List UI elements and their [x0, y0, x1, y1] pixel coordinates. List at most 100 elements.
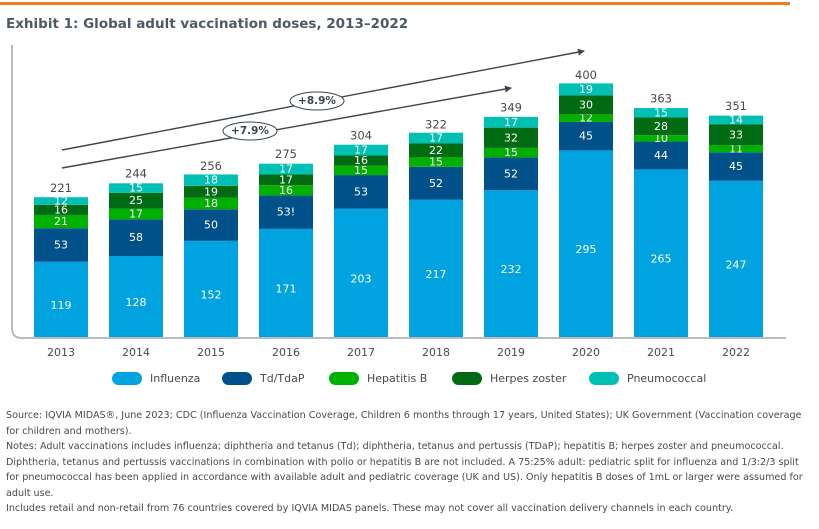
bar-segment-pneumococcal-2015	[184, 174, 238, 186]
bar-segment-herpes-zoster-2017	[334, 155, 388, 166]
cagr-arrow-lower: +7.9%	[61, 85, 512, 169]
segment-label-influenza-2017: 203	[351, 272, 372, 285]
bar-segment-td-tdap-2019	[484, 157, 538, 191]
x-tick-label-2017: 2017	[347, 346, 375, 359]
legend-swatch-influenza	[112, 372, 142, 385]
segment-label-pneumococcal-2016: 17	[279, 163, 293, 176]
bar-segment-hepatitis-b-2021	[634, 135, 688, 142]
legend-swatch-hepatitis-b	[329, 372, 359, 385]
bar-segment-pneumococcal-2017	[334, 144, 388, 156]
bar-segment-herpes-zoster-2020	[559, 95, 613, 115]
segment-label-hepatitis-b-2016: 16	[279, 184, 293, 197]
segment-label-herpes-zoster-2016: 17	[279, 173, 293, 186]
total-label-2019: 349	[500, 100, 522, 114]
x-tick-label-2013: 2013	[47, 346, 75, 359]
exhibit-title: Exhibit 1: Global adult vaccination dose…	[6, 16, 409, 32]
legend-swatch-pneumococcal	[589, 372, 619, 385]
cagr-arrow-upper: +8.9%	[61, 48, 585, 151]
bar-segment-hepatitis-b-2013	[34, 214, 88, 229]
segment-label-td-tdap-2015: 50	[204, 219, 218, 232]
legend-label-hepatitis-b: Hepatitis B	[367, 372, 428, 385]
segment-label-td-tdap-2014: 58	[129, 231, 143, 244]
segment-label-herpes-zoster-2018: 22	[429, 144, 443, 157]
cagr-label-lower: +7.9%	[231, 125, 269, 137]
total-label-2013: 221	[50, 181, 72, 195]
bar-segment-td-tdap-2020	[559, 121, 613, 151]
methodology-note: Notes: Adult vaccinations includes influ…	[6, 441, 803, 499]
x-tick-label-2015: 2015	[197, 346, 225, 359]
bar-segment-influenza-2018	[409, 199, 463, 337]
bar-segment-td-tdap-2016	[259, 195, 313, 229]
legend-swatch-herpes-zoster	[452, 372, 482, 385]
legend-label-herpes-zoster: Herpes zoster	[490, 372, 567, 385]
bar-segment-influenza-2016	[259, 228, 313, 337]
segment-label-herpes-zoster-2015: 19	[204, 185, 218, 198]
legend-item-hepatitis-b: Hepatitis B	[329, 372, 427, 385]
segment-label-herpes-zoster-2017: 16	[354, 154, 368, 167]
x-tick-label-2021: 2021	[647, 346, 675, 359]
segment-label-td-tdap-2021: 44	[654, 149, 668, 162]
bar-segment-influenza-2017	[334, 208, 388, 337]
total-label-2014: 244	[125, 167, 147, 181]
bar-segment-pneumococcal-2018	[409, 132, 463, 144]
bar-segment-hepatitis-b-2020	[559, 114, 613, 122]
segment-label-influenza-2015: 152	[201, 288, 222, 301]
bar-segment-herpes-zoster-2021	[634, 117, 688, 136]
segment-label-influenza-2016: 171	[276, 282, 297, 295]
legend-item-herpes-zoster: Herpes zoster	[452, 372, 566, 385]
segment-label-pneumococcal-2014: 15	[129, 182, 143, 195]
total-label-2021: 363	[650, 91, 672, 105]
segment-label-pneumococcal-2017: 17	[354, 144, 368, 157]
source-note: Source: IQVIA MIDAS®, June 2023; CDC (In…	[6, 410, 802, 437]
bar-segment-td-tdap-2015	[184, 209, 238, 241]
cagr-label-upper: +8.9%	[298, 95, 336, 107]
segment-label-hepatitis-b-2019: 15	[504, 146, 518, 159]
legend-label-pneumococcal: Pneumococcal	[627, 372, 707, 385]
bar-segment-td-tdap-2021	[634, 141, 688, 170]
bar-segment-herpes-zoster-2022	[709, 124, 763, 146]
x-tick-label-2014: 2014	[122, 346, 150, 359]
segment-label-influenza-2021: 265	[651, 253, 672, 266]
bar-segment-influenza-2019	[484, 190, 538, 337]
stacked-bar-chart: 11953211612128581725151525018191817153!1…	[11, 45, 786, 359]
segment-label-herpes-zoster-2014: 25	[129, 194, 143, 207]
segment-label-td-tdap-2019: 52	[504, 167, 518, 180]
segment-label-td-tdap-2013: 53	[54, 238, 68, 251]
segment-label-pneumococcal-2021: 15	[654, 106, 668, 119]
segment-label-pneumococcal-2019: 17	[504, 116, 518, 129]
bar-segment-pneumococcal-2021	[634, 108, 688, 118]
segment-label-pneumococcal-2015: 18	[204, 174, 218, 187]
bar-segment-influenza-2015	[184, 240, 238, 337]
segment-label-herpes-zoster-2020: 30	[579, 98, 593, 111]
segment-label-herpes-zoster-2019: 32	[504, 131, 518, 144]
bar-segment-pneumococcal-2019	[484, 116, 538, 128]
bar-segment-influenza-2022	[709, 180, 763, 337]
chart-legend: Influenza Td/TdaP Hepatitis B Herpes zos…	[0, 372, 819, 390]
bar-segment-herpes-zoster-2016	[259, 174, 313, 186]
segment-label-influenza-2013: 119	[51, 299, 72, 312]
bar-segment-influenza-2021	[634, 169, 688, 337]
bar-segment-hepatitis-b-2015	[184, 197, 238, 210]
segment-label-herpes-zoster-2022: 33	[729, 128, 743, 141]
segment-label-influenza-2020: 295	[576, 243, 597, 256]
cagr-line-lower	[61, 85, 512, 169]
segment-label-td-tdap-2016: 53!	[277, 206, 295, 219]
bar-segment-pneumococcal-2020	[559, 83, 613, 96]
legend-swatch-td-tdap	[222, 372, 252, 385]
segment-label-influenza-2022: 247	[726, 258, 747, 271]
cagr-badge-lower	[222, 121, 278, 141]
bar-segment-herpes-zoster-2018	[409, 143, 463, 158]
segment-label-influenza-2018: 217	[426, 268, 447, 281]
total-label-2016: 275	[275, 147, 297, 161]
segment-label-hepatitis-b-2014: 17	[129, 207, 143, 220]
bar-segment-influenza-2013	[34, 261, 88, 337]
bar-segment-influenza-2014	[109, 256, 163, 337]
x-tick-label-2022: 2022	[722, 346, 750, 359]
